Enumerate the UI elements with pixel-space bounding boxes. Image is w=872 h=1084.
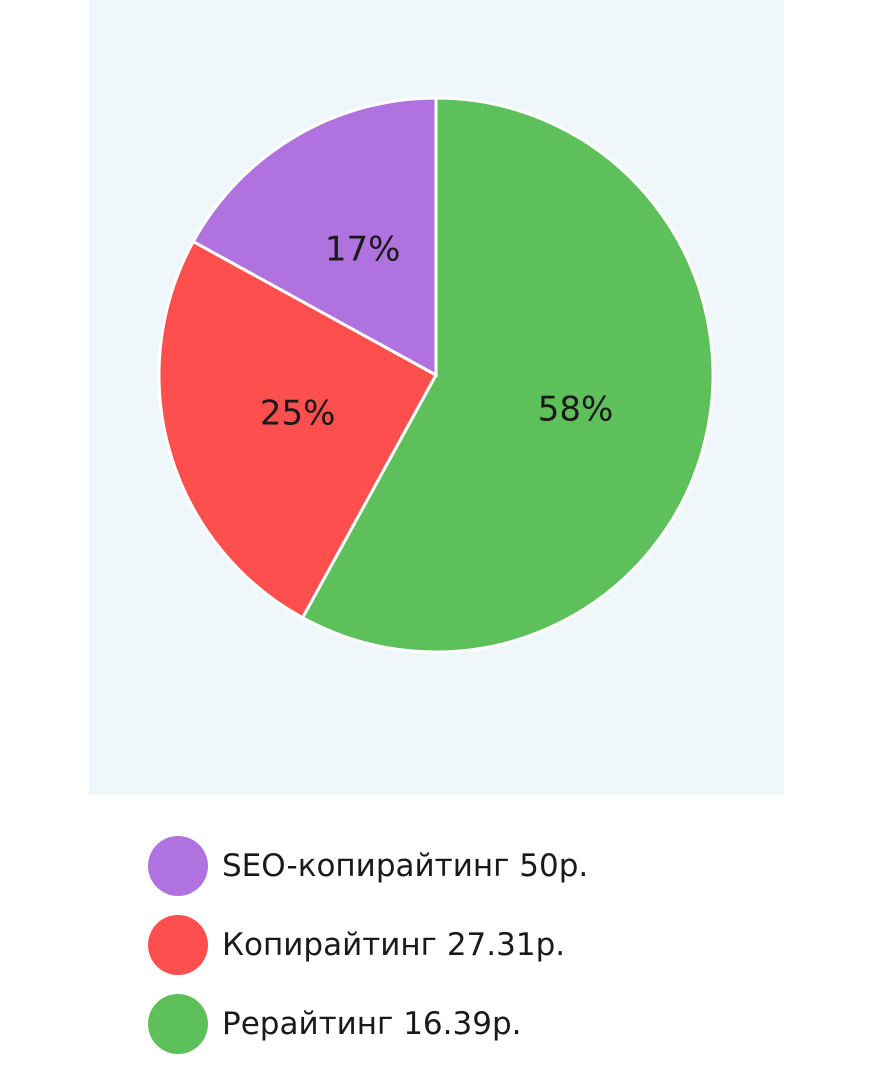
- pie-slice-rewriting: [300, 96, 715, 654]
- legend-swatch-rewriting: [148, 994, 208, 1054]
- legend: SEO-копирайтинг 50р. Копирайтинг 27.31р.…: [148, 836, 588, 1073]
- legend-label-copywriting: Копирайтинг 27.31р.: [222, 927, 566, 963]
- chart-panel: 58% 25% 17%: [89, 0, 784, 795]
- legend-item-copywriting: Копирайтинг 27.31р.: [148, 915, 588, 975]
- data-label-copywriting: 25%: [260, 394, 336, 434]
- pie-chart: 58% 25% 17%: [157, 96, 715, 654]
- legend-swatch-seo: [148, 836, 208, 896]
- pie-slice-seo: [191, 96, 438, 378]
- data-label-seo: 17%: [325, 230, 401, 270]
- legend-label-seo: SEO-копирайтинг 50р.: [222, 848, 589, 884]
- legend-item-seo: SEO-копирайтинг 50р.: [148, 836, 588, 896]
- pie-slice-copywriting: [157, 239, 439, 620]
- data-label-rewriting: 58%: [538, 389, 614, 429]
- legend-swatch-copywriting: [148, 915, 208, 975]
- legend-label-rewriting: Рерайтинг 16.39р.: [222, 1006, 522, 1042]
- legend-item-rewriting: Рерайтинг 16.39р.: [148, 994, 588, 1054]
